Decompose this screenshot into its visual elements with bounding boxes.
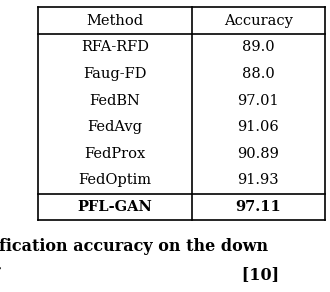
Text: 91.06: 91.06 (237, 120, 279, 134)
Text: Method: Method (86, 14, 143, 28)
Text: Accuracy: Accuracy (224, 14, 293, 28)
Text: FedOptim: FedOptim (78, 173, 151, 187)
Text: 90.89: 90.89 (237, 147, 279, 161)
Text: 91.93: 91.93 (238, 173, 279, 187)
Text: 89.0: 89.0 (242, 40, 275, 54)
Text: FedAvg: FedAvg (87, 120, 142, 134)
Text: FedProx: FedProx (84, 147, 146, 161)
Text: FedBN: FedBN (89, 93, 140, 107)
Text: Faug-FD: Faug-FD (83, 67, 147, 81)
Text: RFA-RFD: RFA-RFD (81, 40, 149, 54)
Text: 97.11: 97.11 (235, 200, 281, 214)
Text: 88.0: 88.0 (242, 67, 275, 81)
Text: 97.01: 97.01 (238, 93, 279, 107)
Text: PFL-GAN: PFL-GAN (77, 200, 152, 214)
Text: f                                           [10]: f [10] (0, 266, 280, 283)
Text: ification accuracy on the down: ification accuracy on the down (0, 238, 284, 255)
